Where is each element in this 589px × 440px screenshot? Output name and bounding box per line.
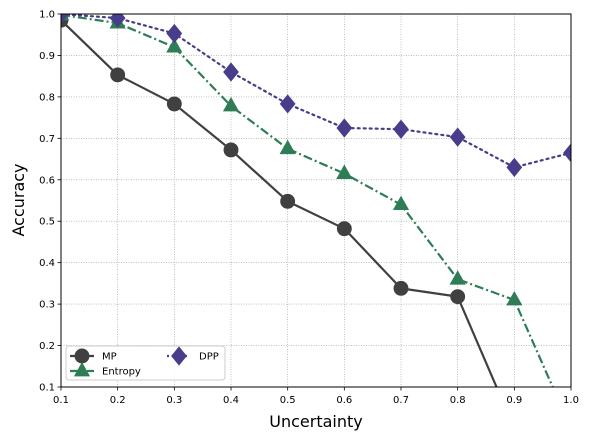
plot-frame xyxy=(60,13,572,388)
y-tick-label: 0.1 xyxy=(39,383,55,394)
data-point-dpp xyxy=(166,23,183,44)
legend-marker-entropy xyxy=(73,362,91,377)
legend-marker-dpp xyxy=(171,346,187,366)
y-tick-label: 0.7 xyxy=(39,134,55,145)
data-point-entropy xyxy=(279,139,296,155)
data-point-mp xyxy=(110,67,126,83)
data-point-entropy xyxy=(336,164,353,179)
data-point-dpp xyxy=(449,127,466,147)
legend-label-entropy: Entropy xyxy=(102,367,141,378)
y-tick-label: 0.9 xyxy=(39,51,55,62)
data-point-mp xyxy=(393,280,409,296)
x-tick-label: 0.2 xyxy=(110,395,126,406)
x-tick-label: 0.9 xyxy=(506,395,522,406)
y-tick-label: 0.2 xyxy=(39,341,55,352)
x-tick-label: 0.6 xyxy=(336,395,352,406)
y-axis-ticks: 0.1 0.2 0.3 0.4 0.5 0.6 0.7 0.8 0.9 1.0 xyxy=(39,10,61,394)
data-point-entropy xyxy=(449,270,466,285)
data-point-dpp xyxy=(223,62,239,82)
data-point-entropy xyxy=(166,38,183,53)
data-point-dpp xyxy=(279,94,296,114)
legend-label-mp: MP xyxy=(102,352,117,363)
legend-marker-mp xyxy=(74,348,90,364)
y-tick-label: 0.4 xyxy=(39,258,55,269)
y-tick-label: 0.5 xyxy=(39,217,55,228)
x-tick-label: 1.0 xyxy=(563,395,579,406)
data-point-mp xyxy=(336,221,352,237)
legend-label-dpp: DPP xyxy=(199,352,219,363)
x-axis-label: Uncertainty xyxy=(269,412,362,431)
data-point-entropy xyxy=(392,195,410,211)
y-tick-label: 0.3 xyxy=(39,300,55,311)
grid-lines xyxy=(60,13,572,388)
data-point-mp xyxy=(223,142,239,158)
x-axis-ticks: 0.1 0.2 0.3 0.4 0.5 0.6 0.7 0.8 0.9 1.0 xyxy=(53,387,579,406)
y-tick-label: 0.6 xyxy=(39,175,55,186)
data-point-dpp xyxy=(393,119,409,139)
x-tick-label: 0.5 xyxy=(280,395,296,406)
series-line-entropy xyxy=(61,14,554,387)
x-tick-label: 0.3 xyxy=(166,395,182,406)
data-point-mp xyxy=(166,96,182,112)
data-point-mp xyxy=(450,289,466,305)
y-tick-label: 1.0 xyxy=(39,10,55,21)
data-point-entropy xyxy=(506,290,523,306)
data-point-dpp xyxy=(563,143,571,163)
legend: MP Entropy DPP xyxy=(65,345,226,381)
data-point-dpp xyxy=(506,157,523,177)
series-layer xyxy=(61,14,571,387)
data-point-dpp xyxy=(61,14,69,24)
data-point-mp xyxy=(280,193,296,209)
x-tick-label: 0.1 xyxy=(53,395,69,406)
x-tick-label: 0.7 xyxy=(393,395,409,406)
plot-area xyxy=(61,14,571,387)
data-point-entropy xyxy=(222,97,240,112)
data-point-dpp xyxy=(109,14,126,28)
x-tick-label: 0.8 xyxy=(450,395,466,406)
y-axis-label: Accuracy xyxy=(9,163,28,236)
data-point-dpp xyxy=(336,118,353,138)
x-tick-label: 0.4 xyxy=(223,395,239,406)
series-line-dpp xyxy=(61,14,571,169)
y-tick-label: 0.8 xyxy=(39,92,55,103)
